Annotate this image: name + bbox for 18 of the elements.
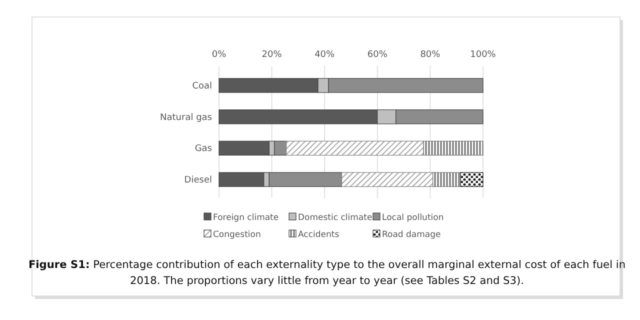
x-tick-label: 100% [470, 50, 496, 60]
legend-label: Local pollution [382, 213, 444, 223]
x-tick-label: 20% [262, 50, 282, 60]
legend-label: Congestion [213, 230, 261, 240]
legend-label: Accidents [298, 230, 340, 240]
x-tick-label: 60% [367, 50, 388, 60]
x-tick-label: 40% [314, 50, 336, 60]
x-tick-label: 80% [420, 50, 441, 60]
legend-label: Domestic climate [298, 213, 372, 223]
y-tick-label: Gas [194, 144, 212, 154]
caption: Figure S1: Percentage contribution of each externality type to the overall marginal external cost of each fuel in 2018. The proportions vary little from year to year (see Tables S2 and S3). [28, 259, 626, 287]
y-tick-label: Diesel [184, 176, 212, 186]
legend-label: Road damage [382, 230, 441, 240]
bar [460, 172, 484, 187]
y-tick-label: Coal [192, 81, 212, 92]
x-tick-label: 0% [212, 50, 227, 60]
legend-label: Foreign climate [213, 213, 279, 223]
y-tick-label: Natural gas [160, 112, 212, 123]
